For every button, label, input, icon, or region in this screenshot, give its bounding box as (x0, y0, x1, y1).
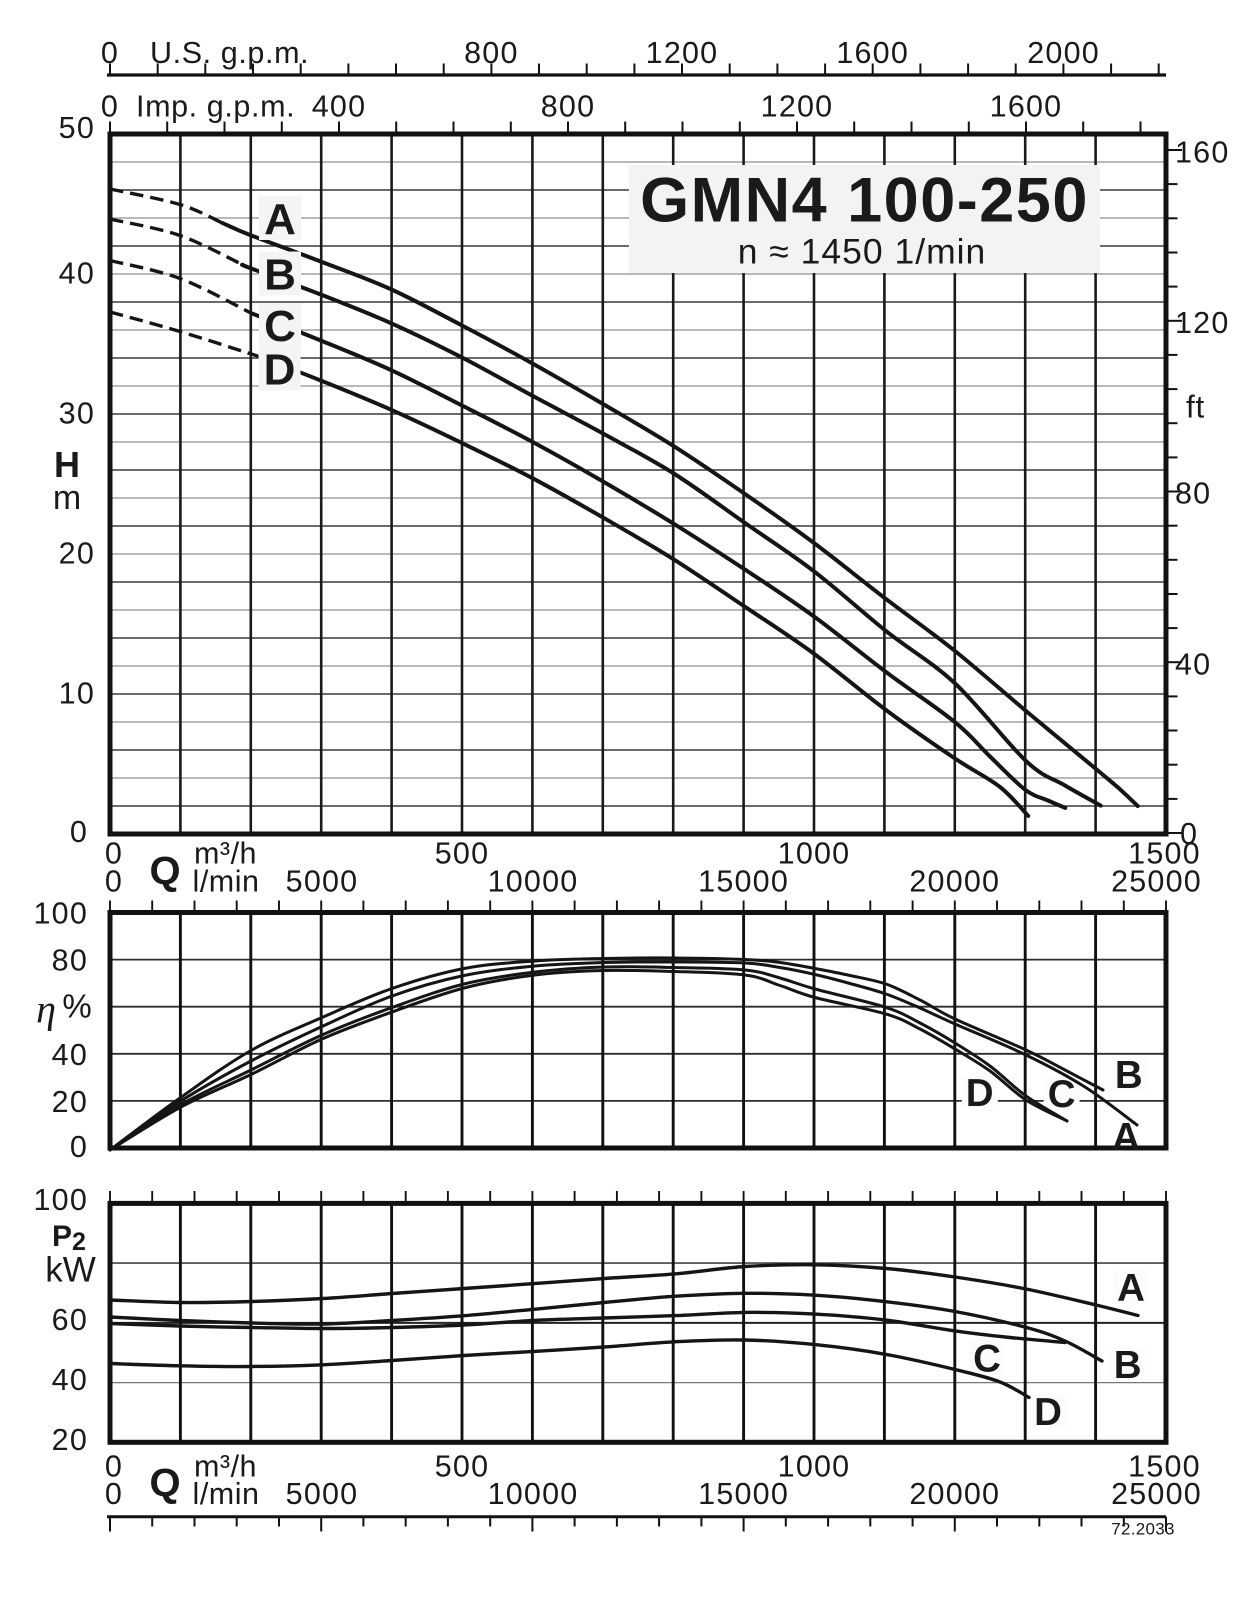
svg-text:Q: Q (149, 849, 180, 893)
svg-text:5000: 5000 (286, 864, 359, 898)
svg-text:kW: kW (45, 1251, 96, 1290)
svg-text:10: 10 (59, 677, 95, 711)
svg-text:2000: 2000 (1027, 36, 1100, 70)
svg-text:D: D (966, 1072, 994, 1115)
svg-text:1600: 1600 (836, 36, 909, 70)
svg-text:n ≈ 1450 1/min: n ≈ 1450 1/min (738, 231, 987, 271)
svg-text:0: 0 (70, 815, 88, 849)
svg-text:40: 40 (52, 1038, 88, 1072)
svg-text:20: 20 (52, 1085, 88, 1119)
svg-text:0: 0 (1180, 817, 1198, 851)
svg-text:1500: 1500 (1128, 836, 1201, 870)
svg-text:400: 400 (312, 89, 367, 123)
svg-text:100: 100 (34, 896, 89, 930)
svg-text:0: 0 (105, 1477, 123, 1511)
svg-text:0: 0 (105, 864, 123, 898)
svg-text:5000: 5000 (286, 1477, 359, 1511)
svg-text:20000: 20000 (909, 1477, 1000, 1511)
svg-text:0: 0 (70, 1130, 88, 1164)
svg-text:m³/h: m³/h (194, 836, 257, 870)
svg-text:A: A (1117, 1267, 1145, 1310)
svg-text:0: 0 (105, 1449, 123, 1483)
svg-text:ft: ft (1186, 388, 1205, 424)
svg-text:80: 80 (52, 944, 88, 978)
svg-text:15000: 15000 (698, 864, 789, 898)
svg-text:40: 40 (59, 257, 95, 291)
svg-text:D: D (1034, 1391, 1062, 1434)
svg-text:U.S. g.p.m.: U.S. g.p.m. (150, 36, 309, 70)
svg-text:D: D (264, 345, 296, 394)
svg-text:160: 160 (1175, 135, 1230, 169)
svg-text:η: η (36, 986, 56, 1031)
svg-text:20: 20 (52, 1423, 88, 1457)
svg-text:500: 500 (435, 836, 490, 870)
svg-text:l/min: l/min (193, 1477, 260, 1511)
svg-text:50: 50 (59, 111, 95, 145)
svg-text:20000: 20000 (909, 864, 1000, 898)
svg-text:A: A (264, 195, 296, 244)
svg-text:m³/h: m³/h (194, 1449, 257, 1483)
svg-text:B: B (264, 250, 296, 299)
svg-text:0: 0 (101, 89, 119, 123)
svg-text:1000: 1000 (778, 836, 851, 870)
svg-text:m: m (53, 479, 81, 517)
svg-text:B: B (1114, 1344, 1142, 1387)
svg-text:H: H (54, 444, 80, 485)
svg-text:1200: 1200 (646, 36, 719, 70)
svg-text:B: B (1115, 1054, 1143, 1097)
svg-text:Q: Q (149, 1461, 180, 1505)
svg-text:80: 80 (1175, 477, 1211, 511)
svg-text:0: 0 (101, 36, 119, 70)
svg-text:72.2033: 72.2033 (1111, 1520, 1175, 1539)
svg-text:P2: P2 (52, 1220, 86, 1256)
svg-text:1000: 1000 (778, 1449, 851, 1483)
svg-text:1200: 1200 (761, 89, 834, 123)
svg-text:%: % (62, 988, 91, 1025)
svg-text:1600: 1600 (990, 89, 1063, 123)
svg-text:40: 40 (1175, 647, 1211, 681)
svg-text:1500: 1500 (1128, 1449, 1201, 1483)
svg-text:15000: 15000 (698, 1477, 789, 1511)
svg-text:Imp. g.p.m.: Imp. g.p.m. (136, 89, 295, 123)
svg-text:C: C (264, 302, 296, 351)
svg-text:0: 0 (105, 836, 123, 870)
svg-text:30: 30 (59, 397, 95, 431)
svg-text:25000: 25000 (1111, 864, 1202, 898)
svg-text:10000: 10000 (488, 1477, 579, 1511)
svg-text:60: 60 (52, 1303, 88, 1337)
svg-text:25000: 25000 (1111, 1477, 1202, 1511)
svg-text:20: 20 (59, 537, 95, 571)
svg-text:500: 500 (435, 1449, 490, 1483)
svg-text:120: 120 (1175, 306, 1230, 340)
svg-text:C: C (973, 1338, 1001, 1381)
svg-text:10000: 10000 (488, 864, 579, 898)
svg-text:800: 800 (541, 89, 596, 123)
svg-text:800: 800 (464, 36, 519, 70)
svg-text:l/min: l/min (193, 864, 260, 898)
svg-text:GMN4 100-250: GMN4 100-250 (640, 166, 1089, 236)
svg-text:100: 100 (34, 1183, 89, 1217)
svg-text:40: 40 (52, 1363, 88, 1397)
